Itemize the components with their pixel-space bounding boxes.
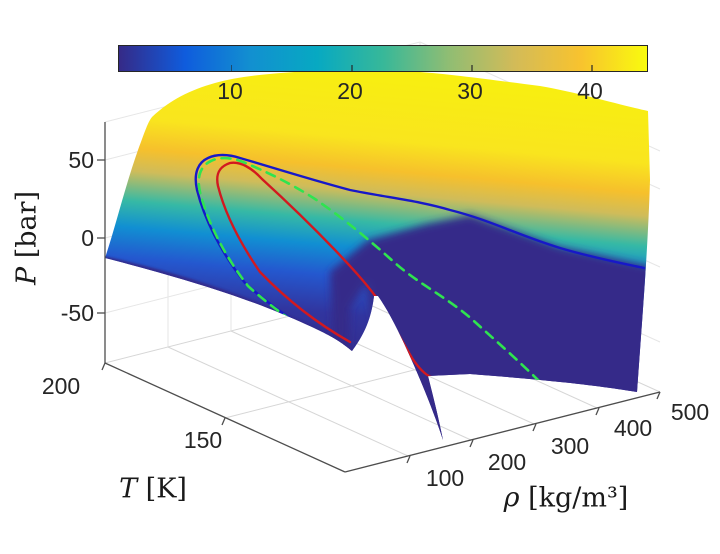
colorbar-tick-label: 10 xyxy=(217,78,243,104)
colorbar-tick-mark xyxy=(351,65,353,71)
t-axis-label: T [K] xyxy=(119,473,187,505)
colorbar-tick-label: 30 xyxy=(457,78,483,104)
colorbar xyxy=(118,45,648,72)
rho-axis-tick-label: 200 xyxy=(487,449,527,475)
rho-axis-tick-label: 300 xyxy=(550,433,590,459)
p-axis-tick-label: 50 xyxy=(68,147,94,173)
p-axis-tick-label: -50 xyxy=(60,300,94,326)
colorbar-tick-mark xyxy=(470,65,473,71)
p-axis-label: P [bar] xyxy=(11,190,43,286)
t-axis-tick-label: 150 xyxy=(183,427,223,453)
colorbar-tick-mark xyxy=(230,65,233,71)
colorbar-tick-label: 20 xyxy=(337,78,363,104)
colorbar-tick-mark xyxy=(591,65,593,71)
rho-axis-label: ρ [kg/m³] xyxy=(503,482,629,514)
t-axis-tick-label: 200 xyxy=(41,373,81,399)
rho-axis-tick-label: 100 xyxy=(425,465,465,491)
colorbar-tick-label: 40 xyxy=(577,78,603,104)
rho-axis-tick-label: 400 xyxy=(613,415,653,441)
rho-axis-tick-label: 500 xyxy=(670,399,710,425)
p-axis-tick-label: 0 xyxy=(81,225,94,251)
